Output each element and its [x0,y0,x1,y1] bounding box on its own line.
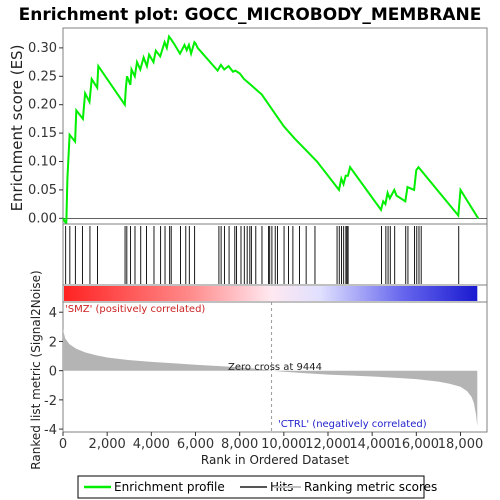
correlation-gradient [64,286,478,301]
es-y-tick-label: 0.30 [28,41,57,56]
rank-y-ticks: -4 -2 0 2 4 [44,306,63,438]
x-tick-label: 8,000 [221,437,258,452]
es-y-axis-label: Enrichment score (ES) [8,45,26,212]
es-y-tick-label: 0.00 [28,211,57,226]
es-panel: 0.00 0.05 0.10 0.15 0.20 0.25 0.30 Enrichment … [8,27,488,228]
enrichment-profile-line [62,34,480,228]
ranking-metric-area [63,328,478,427]
rank-y-tick-label: 2 [49,335,57,350]
x-tick-label: 6,000 [177,437,214,452]
rank-y-tick-label: 0 [49,365,57,380]
x-tick-label: 10,000 [261,437,307,452]
x-tick-label: 12,000 [305,437,351,452]
positive-correlation-label: 'SMZ' (positively correlated) [65,304,205,315]
es-y-tick-label: 0.05 [28,183,57,198]
x-tick-label: 16,000 [394,437,440,452]
hits-panel [62,223,488,286]
x-tick-label: 14,000 [349,437,395,452]
x-tick-label: 4,000 [133,437,170,452]
es-y-ticks: 0.00 0.05 0.10 0.15 0.20 0.25 0.30 [28,41,63,226]
es-y-tick-label: 0.10 [28,155,57,170]
es-y-tick-label: 0.15 [28,126,57,141]
legend-profile-label: Enrichment profile [114,480,225,494]
legend: Enrichment profile Hits Ranking metric s… [77,475,437,499]
hit-marks [65,226,460,284]
es-y-tick-label: 0.20 [28,98,57,113]
legend-metric-label: Ranking metric scores [304,480,437,494]
rank-y-tick-label: -4 [44,423,57,438]
x-tick-label: 18,000 [438,437,484,452]
x-axis-label: Rank in Ordered Dataset [201,453,349,467]
negative-correlation-label: 'CTRL' (negatively correlated) [278,419,427,430]
x-tick-label: 2,000 [89,437,126,452]
rank-y-tick-label: -2 [44,394,57,409]
chart-title: Enrichment plot: GOCC_MICROBODY_MEMBRANE [19,5,482,25]
zero-cross-label: Zero cross at 9444 [228,362,322,373]
es-panel-frame [62,27,488,225]
x-axis-ticks: 0 2,000 4,000 6,000 8,000 10,00012,00014,0001… [59,432,483,452]
es-y-tick-label: 0.25 [28,69,57,84]
rank-y-axis-label: Ranked list metric (Signal2Noise) [29,270,43,469]
rank-y-tick-label: 4 [49,306,57,321]
rank-metric-panel: -4 -2 0 2 4 'SMZ' (positively correlated) 'C… [29,270,488,470]
x-tick-label: 0 [59,437,67,452]
